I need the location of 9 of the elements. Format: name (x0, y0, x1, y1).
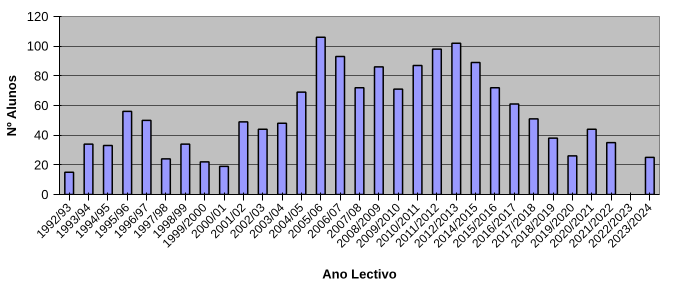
y-axis-title: Nº Alunos (4, 75, 19, 136)
y-tick-label: 80 (34, 68, 49, 84)
y-tick-label: 40 (34, 128, 49, 143)
y-tick-label: 0 (41, 187, 49, 202)
y-tick-label: 120 (26, 9, 49, 24)
y-tick-label: 60 (34, 98, 49, 113)
x-axis-title: Ano Lectivo (322, 266, 397, 282)
y-tick-label: 20 (34, 157, 49, 172)
y-tick-label: 100 (26, 38, 49, 54)
